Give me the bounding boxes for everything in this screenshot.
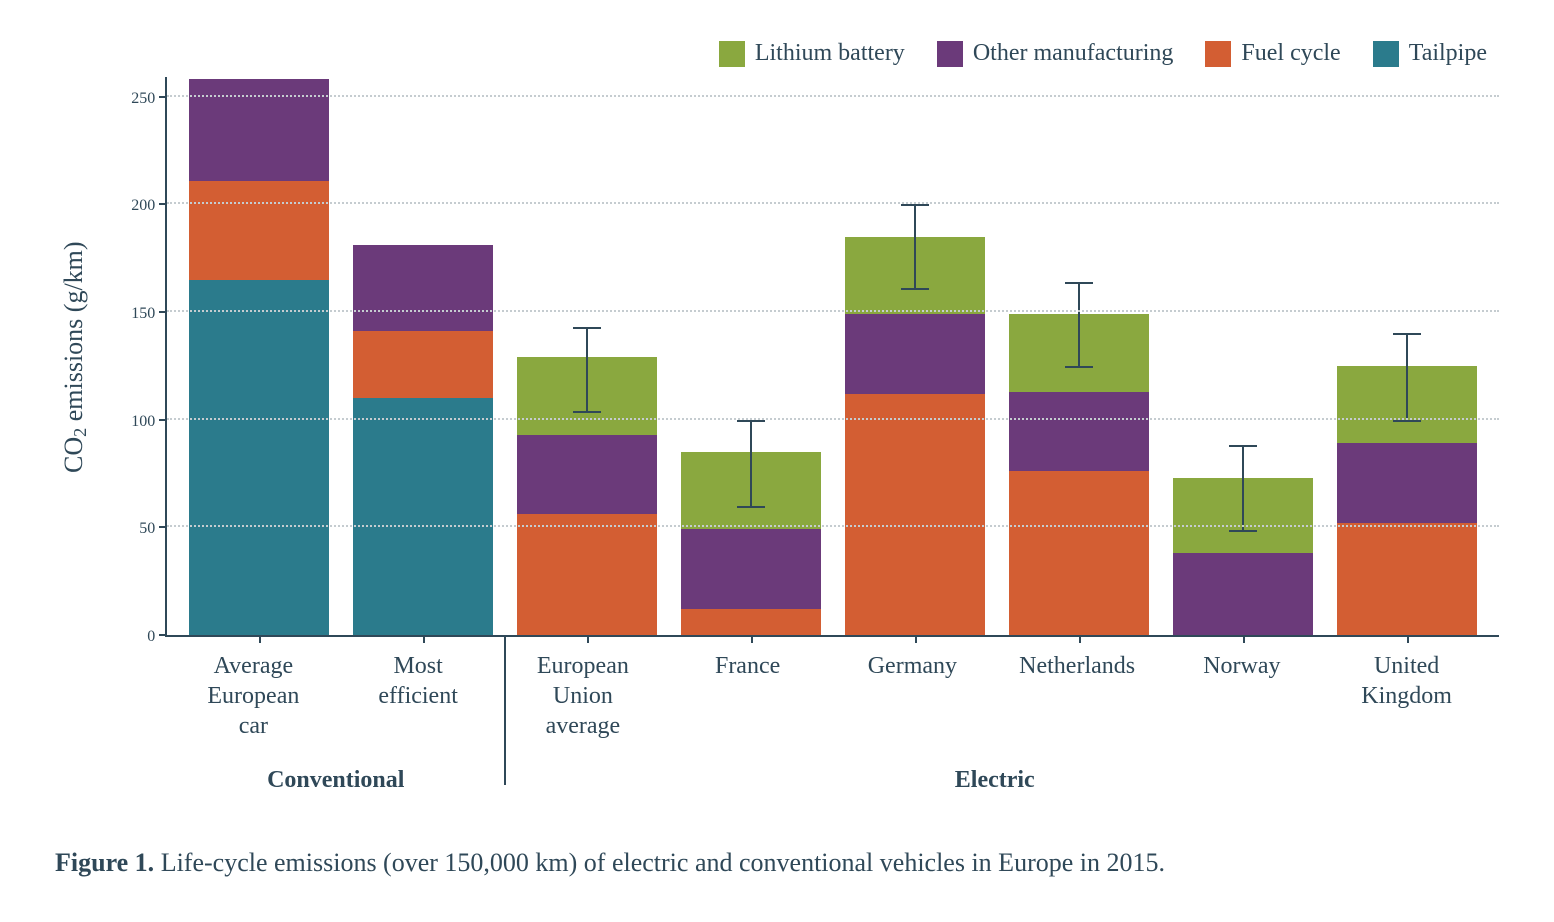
- y-tick-mark: [159, 311, 167, 313]
- group-label: Conventional: [171, 749, 501, 794]
- bar-segment-othermfg: [845, 314, 985, 394]
- bar-segment-othermfg: [1173, 553, 1313, 635]
- caption-text: Life-cycle emissions (over 150,000 km) o…: [154, 848, 1165, 877]
- bar-slot: [833, 77, 997, 635]
- legend-swatch-icon: [937, 41, 963, 67]
- bar-segment-fuel: [1009, 471, 1149, 635]
- bar-segment-fuel: [189, 181, 329, 280]
- bars-layer: [167, 77, 1499, 635]
- y-tick-label: 0: [147, 628, 155, 646]
- legend: Lithium battery Other manufacturing Fuel c…: [55, 40, 1499, 67]
- gridline: [167, 202, 1499, 204]
- x-axis-label: Germany: [830, 645, 995, 741]
- bar-segment-tailpipe: [353, 398, 493, 635]
- group-label: Electric: [501, 749, 1490, 794]
- caption-prefix: Figure 1.: [55, 848, 154, 877]
- bar: [1173, 478, 1313, 635]
- x-axis-label: Norway: [1160, 645, 1325, 741]
- bar-segment-fuel: [353, 331, 493, 398]
- bar-slot: [177, 77, 341, 635]
- legend-item-tailpipe: Tailpipe: [1373, 40, 1487, 67]
- x-axis-labels: AverageEuropeancarMostefficientEuropeanU…: [161, 637, 1499, 741]
- bar-slot: [505, 77, 669, 635]
- bar-segment-fuel: [845, 394, 985, 635]
- bar-segment-fuel: [1337, 523, 1477, 635]
- error-bar: [1078, 282, 1080, 368]
- error-bar: [1406, 333, 1408, 421]
- bar-segment-othermfg: [517, 435, 657, 515]
- plot-area: [165, 77, 1499, 637]
- y-axis-title: CO2 emissions (g/km): [55, 77, 95, 637]
- bar-slot: [341, 77, 505, 635]
- bar: [353, 245, 493, 635]
- group-labels: ConventionalElectric: [161, 741, 1499, 794]
- y-tick-mark: [159, 634, 167, 636]
- y-axis-ticks: 050100150200250: [95, 77, 165, 637]
- x-axis-label: EuropeanUnionaverage: [501, 645, 666, 741]
- bar-segment-othermfg: [1009, 392, 1149, 472]
- y-tick-mark: [159, 419, 167, 421]
- legend-label: Tailpipe: [1409, 40, 1487, 67]
- legend-item-othermfg: Other manufacturing: [937, 40, 1174, 67]
- bar-segment-othermfg: [353, 245, 493, 331]
- y-tick-label: 200: [131, 197, 155, 215]
- bar: [189, 79, 329, 635]
- y-tick-label: 50: [139, 520, 155, 538]
- legend-swatch-icon: [1205, 41, 1231, 67]
- bar-segment-fuel: [517, 514, 657, 635]
- x-axis-label: France: [665, 645, 830, 741]
- plot-row: CO2 emissions (g/km) 050100150200250: [55, 77, 1499, 637]
- bar-segment-fuel: [681, 609, 821, 635]
- bar-slot: [669, 77, 833, 635]
- y-tick-mark: [159, 203, 167, 205]
- y-tick-mark: [159, 96, 167, 98]
- bar: [681, 452, 821, 635]
- bar-slot: [1325, 77, 1489, 635]
- legend-swatch-icon: [719, 41, 745, 67]
- x-axis-label: AverageEuropeancar: [171, 645, 336, 741]
- bar-segment-tailpipe: [189, 280, 329, 635]
- legend-label: Other manufacturing: [973, 40, 1174, 67]
- figure-caption: Figure 1. Life-cycle emissions (over 150…: [55, 844, 1499, 882]
- y-tick-label: 150: [131, 305, 155, 323]
- y-tick-label: 100: [131, 413, 155, 431]
- x-axis-row: AverageEuropeancarMostefficientEuropeanU…: [55, 637, 1499, 794]
- legend-label: Lithium battery: [755, 40, 905, 67]
- gridline: [167, 95, 1499, 97]
- x-axis-label: Mostefficient: [336, 645, 501, 741]
- bar-segment-othermfg: [681, 529, 821, 609]
- gridline: [167, 525, 1499, 527]
- y-tick-label: 250: [131, 90, 155, 108]
- bar-slot: [1161, 77, 1325, 635]
- bar-slot: [997, 77, 1161, 635]
- bar: [1337, 366, 1477, 635]
- y-tick-mark: [159, 526, 167, 528]
- legend-swatch-icon: [1373, 41, 1399, 67]
- error-bar: [750, 420, 752, 508]
- error-bar: [1242, 445, 1244, 531]
- bar: [1009, 314, 1149, 635]
- bar: [845, 237, 985, 635]
- error-bar: [586, 327, 588, 413]
- legend-label: Fuel cycle: [1241, 40, 1340, 67]
- gridline: [167, 310, 1499, 312]
- chart-container: Lithium battery Other manufacturing Fuel c…: [55, 40, 1499, 882]
- x-axis-label: Netherlands: [995, 645, 1160, 741]
- gridline: [167, 418, 1499, 420]
- error-bar: [914, 204, 916, 290]
- bar-segment-othermfg: [1337, 443, 1477, 523]
- x-axis-label: UnitedKingdom: [1324, 645, 1489, 741]
- legend-item-fuel: Fuel cycle: [1205, 40, 1340, 67]
- legend-item-lithium: Lithium battery: [719, 40, 905, 67]
- bar: [517, 357, 657, 635]
